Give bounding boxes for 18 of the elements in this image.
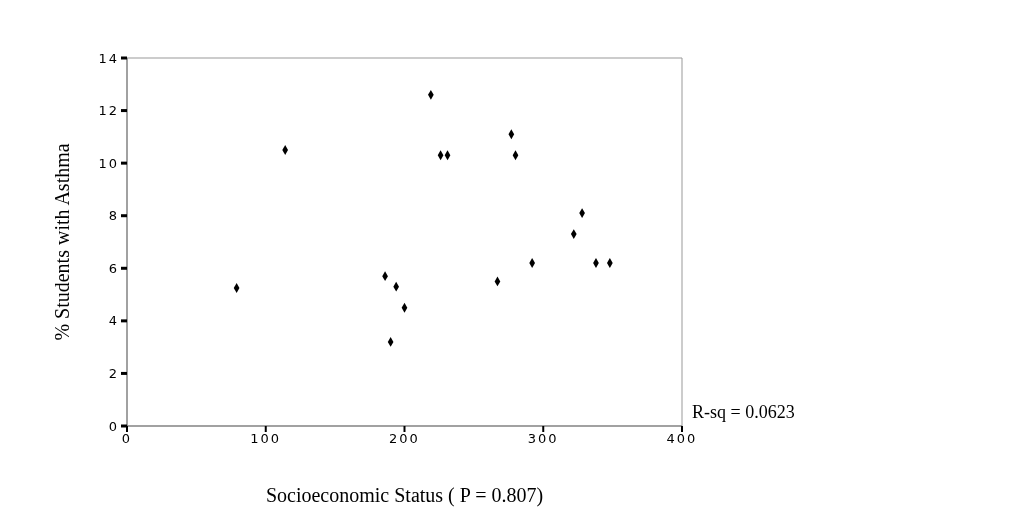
y-tick-label: 12 xyxy=(98,103,119,119)
text: R-sq = 0.0623 xyxy=(692,402,795,423)
x-tick-label: 0 xyxy=(121,431,133,447)
y-tick-label: 0 xyxy=(108,418,119,434)
y-tick-label: 14 xyxy=(98,50,119,66)
y-tick-label: 2 xyxy=(108,366,119,382)
x-tick-label: 300 xyxy=(527,431,559,447)
y-axis-title: % Students with Asthma xyxy=(51,143,74,341)
y-tick-label: 10 xyxy=(98,155,119,171)
y-tick-label: 8 xyxy=(108,208,119,224)
x-tick-label: 400 xyxy=(666,431,698,447)
x-tick-label: 200 xyxy=(389,431,420,447)
x-axis-title: Socioeconomic Status ( P = 0.807) xyxy=(265,484,544,507)
y-tick-label: 4 xyxy=(108,313,119,329)
y-tick-label: 6 xyxy=(108,260,119,276)
point xyxy=(282,145,289,155)
x-tick-label: 100 xyxy=(250,431,282,447)
point xyxy=(233,283,240,293)
